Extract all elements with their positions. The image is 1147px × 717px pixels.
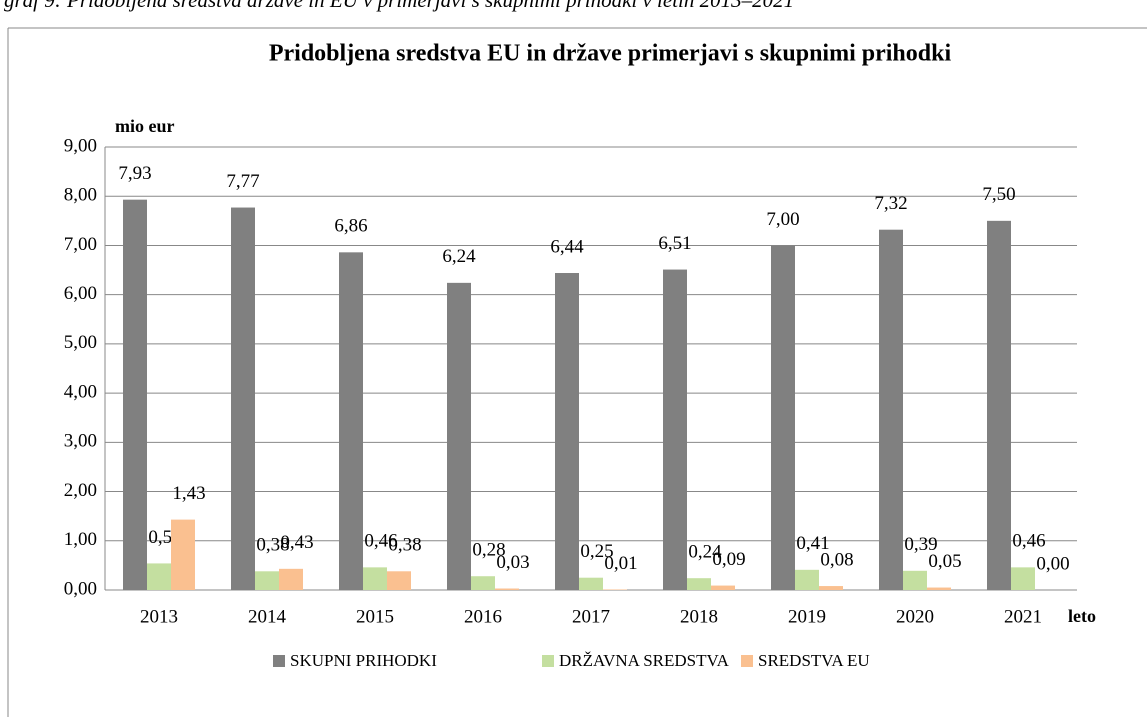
value-label: 0,00 [1036,553,1069,574]
y-tick-label: 1,00 [64,529,97,550]
bar [147,563,171,590]
value-label: 7,93 [118,163,151,184]
bar [387,571,411,590]
value-label: 0,41 [796,533,829,554]
x-tick-label: 2021 [1004,606,1042,627]
bar [879,229,903,590]
bar [663,269,687,590]
value-label: 7,50 [982,184,1015,205]
x-tick-label: 2016 [464,606,502,627]
bar [123,199,147,590]
value-label: 0,39 [904,534,937,555]
value-label: 0,28 [472,540,505,561]
value-label: 7,77 [226,171,259,192]
bar [471,576,495,590]
value-label: 0,24 [688,542,722,563]
bar [819,586,843,590]
caption: graf 9: Pridobljena sredstva države in E… [4,0,794,12]
value-label: 0,46 [1012,531,1045,552]
legend-swatch [542,655,554,667]
value-label: 0,05 [928,551,961,572]
y-tick-label: 7,00 [64,234,97,255]
y-tick-label: 4,00 [64,381,97,402]
bar [711,585,735,590]
bar [687,578,711,590]
bar [231,207,255,590]
legend-swatch [273,655,285,667]
bar [339,252,363,590]
value-label: 6,24 [442,246,476,267]
value-label: 6,51 [658,233,691,254]
value-label: 0,09 [712,549,745,570]
bar [255,571,279,590]
y-tick-label: 6,00 [64,283,97,304]
x-tick-label: 2019 [788,606,826,627]
bar [903,570,927,590]
y-tick-label: 8,00 [64,185,97,206]
x-axis-label: leto [1068,606,1096,626]
bar [1011,567,1035,590]
bar [447,282,471,590]
value-label: 1,43 [172,483,205,504]
x-tick-label: 2017 [572,606,610,627]
bar [171,519,195,590]
y-tick-label: 9,00 [64,135,97,156]
bar [279,568,303,590]
value-label: 0,25 [580,541,613,562]
chart-title: Pridobljena sredstva EU in države primer… [269,41,952,67]
x-tick-label: 2015 [356,606,394,627]
x-tick-label: 2014 [248,606,287,627]
x-tick-label: 2013 [140,606,178,627]
x-tick-label: 2020 [896,606,934,627]
y-tick-label: 2,00 [64,480,97,501]
value-label: 0,03 [496,552,529,573]
y-tick-label: 3,00 [64,431,97,452]
y-tick-label: 0,00 [64,578,97,599]
value-label: 7,00 [766,209,799,230]
bar [363,567,387,590]
bar [495,588,519,590]
bar [771,245,795,590]
value-label: 7,32 [874,193,907,214]
value-label: 0,01 [604,553,637,574]
value-label: 0,46 [364,531,397,552]
value-label: 0,08 [820,549,853,570]
value-label: 0,38 [256,535,289,556]
bar [555,273,579,590]
legend-swatch [741,655,753,667]
value-label: 6,86 [334,216,367,237]
bar [579,577,603,590]
y-axis-label: mio eur [115,116,174,136]
value-label: 6,44 [550,236,584,257]
bar [927,587,951,590]
value-label: 0,43 [280,532,313,553]
y-tick-label: 5,00 [64,332,97,353]
bar [987,220,1011,591]
value-label: 0,38 [388,535,421,556]
bar [795,569,819,590]
legend-label: SREDSTVA EU [758,651,870,670]
legend-label: DRŽAVNA SREDSTVA [559,651,730,670]
legend-label: SKUPNI PRIHODKI [290,651,437,670]
x-tick-label: 2018 [680,606,718,627]
